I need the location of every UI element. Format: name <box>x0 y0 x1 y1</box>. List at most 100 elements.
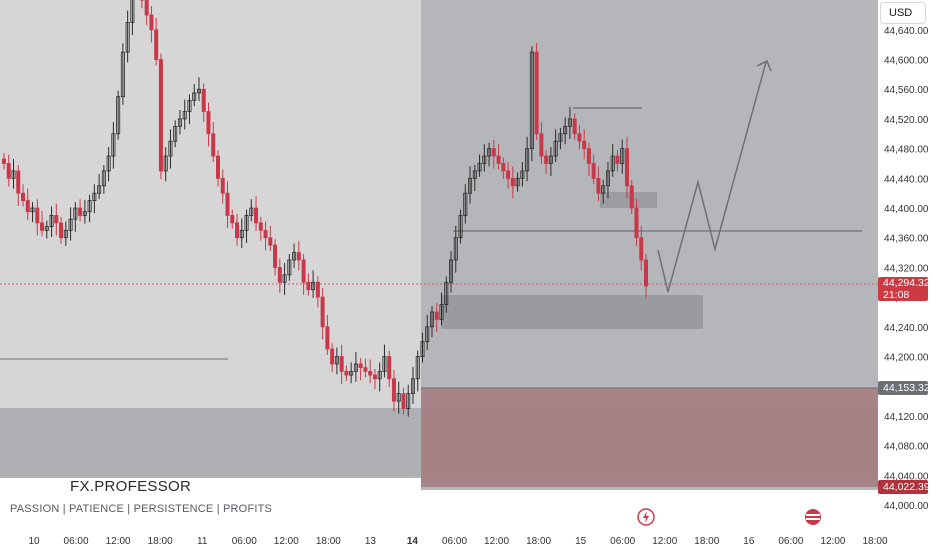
current-price-label: 44,294.32 <box>883 277 930 289</box>
candle-body <box>30 207 35 213</box>
x-axis-ticks: 10 06:00 12:00 18:00 11 06:00 12:00 18:00 13 14 06… <box>28 536 888 547</box>
x-tick-label: 16 <box>743 536 755 547</box>
y-tick-label: 44,080.00 <box>884 442 929 453</box>
candle-body <box>472 170 477 179</box>
candle-body <box>306 281 311 291</box>
candle-body <box>468 177 473 194</box>
candle-body <box>596 177 601 194</box>
candle-body <box>125 22 130 53</box>
price-scale-background[interactable] <box>878 0 932 520</box>
candle-body <box>287 259 292 276</box>
candle-body <box>520 170 525 179</box>
y-tick-label: 44,520.00 <box>884 115 929 126</box>
candle-body <box>539 133 544 157</box>
candle-body <box>325 326 330 350</box>
candle-body <box>78 207 83 216</box>
y-tick-label: 44,560.00 <box>884 85 929 96</box>
candle-body <box>182 111 187 120</box>
candle-body <box>215 155 220 179</box>
candle-body <box>163 155 168 172</box>
x-tick-label: 12:00 <box>820 536 845 547</box>
candle-body <box>415 356 420 380</box>
candle-body <box>11 170 16 179</box>
candle-body <box>120 51 125 98</box>
x-tick-label: 12:00 <box>106 536 131 547</box>
x-tick-label: 15 <box>575 536 587 547</box>
footer-background <box>0 476 421 526</box>
demand-zone <box>421 388 878 487</box>
candle-body <box>615 155 620 164</box>
currency-button[interactable]: USD <box>880 2 926 24</box>
x-tick-label: 06:00 <box>64 536 89 547</box>
candle-body <box>301 259 306 283</box>
candle-body <box>591 163 596 179</box>
x-tick-label: 13 <box>365 536 377 547</box>
candle-body <box>501 163 506 172</box>
candle-body <box>282 274 287 283</box>
countdown-label: 21:08 <box>883 288 910 301</box>
candle-body <box>177 118 182 127</box>
candle-body <box>258 222 263 231</box>
candle-body <box>491 148 496 157</box>
projection-path[interactable] <box>657 61 767 293</box>
candle-body <box>330 348 335 365</box>
candle-body <box>16 170 21 194</box>
candle-body <box>644 259 649 287</box>
candle-body <box>639 237 644 261</box>
candle-body <box>40 222 45 231</box>
candle-body <box>25 200 30 213</box>
candle-body <box>320 296 325 328</box>
candle-body <box>6 163 11 179</box>
candle-body <box>111 133 116 157</box>
candle-body <box>410 378 415 395</box>
candle-body <box>220 177 225 194</box>
candle-body <box>82 211 87 216</box>
candle-body <box>548 155 553 164</box>
y-tick-label: 44,600.00 <box>884 56 929 67</box>
candle-body <box>230 215 235 224</box>
candle-body <box>463 192 468 216</box>
us-flag-stripes-2 <box>806 518 820 520</box>
candle-body <box>391 378 396 402</box>
candle-body <box>449 259 454 283</box>
candle-body <box>268 237 273 246</box>
candle-body <box>534 51 539 135</box>
x-tick-label: 18:00 <box>316 536 341 547</box>
candle-body <box>482 155 487 164</box>
candle-body <box>582 140 587 150</box>
candle-body <box>273 244 278 268</box>
candle-body <box>567 118 572 127</box>
candle-body <box>444 281 449 305</box>
candle-body <box>277 267 282 283</box>
candle-body <box>624 148 629 187</box>
candle-body <box>154 29 159 60</box>
x-tick-label: 06:00 <box>442 536 467 547</box>
candle-body <box>506 170 511 179</box>
y-tick-label: 44,240.00 <box>884 323 929 334</box>
candle-body <box>396 393 401 402</box>
candle-body <box>425 326 430 343</box>
candle-body <box>458 215 463 239</box>
candle-body <box>59 222 64 239</box>
candle-body <box>296 252 301 261</box>
x-tick-label: 18:00 <box>526 536 551 547</box>
candle-body <box>54 215 59 224</box>
candle-body <box>515 177 520 187</box>
candles-group <box>2 0 649 417</box>
candle-body <box>68 218 73 231</box>
candle-body <box>429 311 434 328</box>
candle-body <box>21 192 26 202</box>
candle-body <box>201 88 206 112</box>
candle-body <box>130 0 135 23</box>
us-flag-icon[interactable] <box>805 509 821 525</box>
candle-body <box>372 374 377 380</box>
candle-body <box>420 341 425 357</box>
current-price-tag: 44,294.32 21:08 <box>878 277 930 301</box>
candle-body <box>349 370 354 376</box>
candle-body <box>2 158 7 164</box>
x-tick-label: 14 <box>407 536 419 547</box>
candle-body <box>605 170 610 187</box>
candle-body <box>292 252 297 261</box>
y-tick-label: 44,200.00 <box>884 353 929 364</box>
